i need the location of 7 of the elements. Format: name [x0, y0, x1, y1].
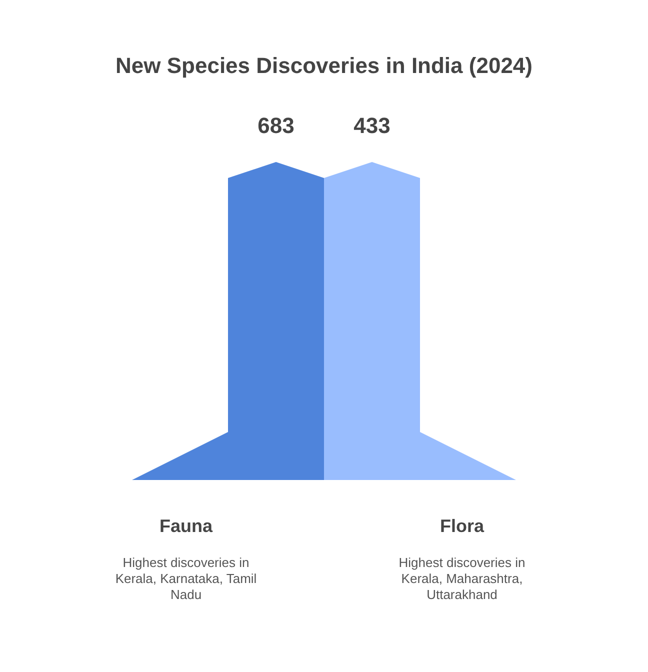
data-label: 683	[258, 113, 294, 138]
category-label: Flora	[440, 516, 485, 536]
category-label: Fauna	[159, 516, 214, 536]
text: New Species Discoveries in India (2024)	[116, 53, 532, 78]
data-label: 433	[354, 113, 390, 138]
text: Highest discoveries in Kerala, Karnataka, Tamil Nadu	[115, 555, 257, 602]
text: Highest discoveries in Kerala, Maharashtra, Uttarakhand	[398, 555, 526, 602]
